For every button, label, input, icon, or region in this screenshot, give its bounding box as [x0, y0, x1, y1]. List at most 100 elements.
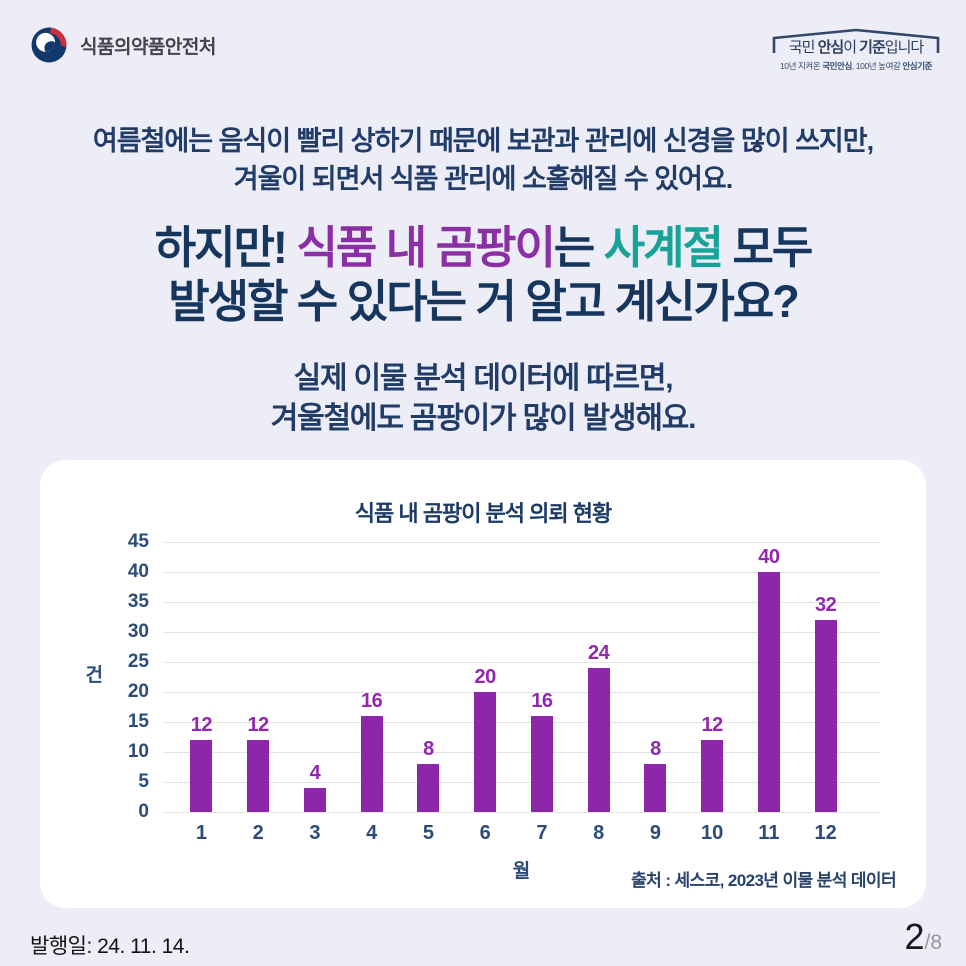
- bar-value-label: 16: [361, 690, 383, 713]
- bar-month-4: [360, 716, 383, 813]
- bar-month-2: [247, 740, 270, 813]
- text-segment: 입니다: [884, 39, 924, 56]
- bar-column: 32: [797, 542, 854, 813]
- text-segment: 사계절: [603, 221, 724, 273]
- slogan-frame-icon: [772, 28, 940, 53]
- y-axis-label: 건: [85, 665, 103, 687]
- gridline: [163, 722, 880, 724]
- bar-column: 20: [457, 542, 514, 813]
- publish-date: 발행일: 24. 11. 14.: [30, 935, 190, 958]
- bar-column: 4: [287, 542, 344, 813]
- gridline: [163, 692, 880, 694]
- x-tick-label: 3: [309, 822, 321, 845]
- y-tick-label: 25: [127, 651, 149, 673]
- bar-value-label: 24: [588, 642, 610, 665]
- bar-column: 40: [741, 542, 798, 813]
- y-tick-label: 0: [138, 801, 149, 823]
- agency-name: 식품의약품안전처: [80, 36, 216, 58]
- x-tick-label: 8: [593, 822, 605, 845]
- text-segment: , 100년 높여갈: [851, 61, 903, 71]
- plot-area: 건 12 12 4 16 8 20 16 24 8 12 40 32 1 2 3 4 5 6 7 8 9 10 11 12 …: [86, 531, 880, 882]
- bar-value-label: 20: [474, 666, 497, 689]
- brand: 식품의약품안전처: [30, 26, 216, 64]
- subtext-line-2: 겨울철에도 곰팡이가 많이 발생해요.: [270, 401, 697, 435]
- page-indicator: 2 /8: [904, 916, 942, 958]
- bar-value-label: 40: [758, 546, 780, 569]
- text-segment: 안심: [817, 39, 845, 56]
- x-tick-label: 7: [536, 822, 548, 845]
- bar-month-12: [814, 620, 837, 813]
- bar-month-5: [417, 764, 440, 813]
- headline-line-2: 발생할 수 있다는 거 알고 계신가요?: [168, 275, 800, 327]
- intro-line-1: 여름철에는 음식이 빨리 상하기 때문에 보관과 관리에 신경을 많이 쓰지만,: [92, 126, 874, 156]
- bar-column: 12: [684, 542, 741, 813]
- x-tick-label: 6: [479, 822, 491, 845]
- bar-value-label: 16: [531, 690, 553, 713]
- headline-line-1: 하지만! 식품 내 곰팡이는 사계절 모두: [0, 221, 966, 275]
- bar-month-11: [757, 572, 780, 813]
- y-tick-label: 45: [127, 531, 149, 553]
- subtext-line-1: 실제 이물 분석 데이터에 따르면,: [293, 361, 674, 395]
- x-tick-label: 10: [701, 822, 724, 845]
- y-tick-label: 5: [138, 771, 149, 793]
- text-segment: 모두: [721, 221, 813, 273]
- gridline: [163, 752, 880, 754]
- chart-title: 식품 내 곰팡이 분석 의뢰 현황: [354, 501, 612, 527]
- y-tick-label: 30: [127, 621, 149, 643]
- text-segment: 국민안심: [822, 61, 852, 71]
- page-number: 2: [904, 916, 925, 957]
- x-tick-label: 9: [649, 822, 661, 845]
- intro-text: 여름철에는 음식이 빨리 상하기 때문에 보관과 관리에 신경을 많이 쓰지만,…: [0, 122, 966, 199]
- gridline: [163, 782, 880, 784]
- bar-month-1: [190, 740, 213, 813]
- bar-column: 8: [400, 542, 457, 813]
- y-tick-label: 35: [127, 591, 149, 613]
- bar-month-6: [474, 692, 497, 813]
- slogan-badge: 국민 안심이 기준입니다 10년 지켜온 국민안심, 100년 높여갈 안심기준: [772, 26, 940, 72]
- gridline: [163, 602, 880, 604]
- y-tick-label: 20: [127, 681, 149, 703]
- slogan-main: 국민 안심이 기준입니다: [772, 36, 940, 57]
- bar-column: 24: [570, 542, 627, 813]
- intro-line-2: 겨울이 되면서 식품 관리에 소홀해질 수 있어요.: [233, 164, 733, 195]
- source-caption: 출처 : 세스코, 2023년 이물 분석 데이터: [631, 871, 896, 891]
- gridline: [163, 812, 880, 814]
- bar-column: 16: [514, 542, 571, 813]
- x-tick-label: 11: [758, 822, 780, 845]
- text-segment: 이: [843, 39, 860, 56]
- gridline: [163, 542, 880, 544]
- text-segment: 식품 내 곰팡이: [296, 221, 555, 273]
- x-tick-label: 1: [195, 822, 207, 845]
- bars: 12 12 4 16 8 20 16 24 8 12 40 32: [173, 542, 854, 813]
- bar-value-label: 8: [650, 738, 661, 761]
- bar-month-9: [644, 764, 667, 813]
- bar-column: 16: [343, 542, 400, 813]
- subtext: 실제 이물 분석 데이터에 따르면, 겨울철에도 곰팡이가 많이 발생해요.: [0, 359, 966, 439]
- mfds-logo-icon: [30, 26, 68, 64]
- text-segment: 안심기준: [902, 61, 933, 71]
- bar-column: 8: [627, 542, 684, 813]
- bar-month-8: [587, 668, 610, 813]
- x-axis-label: 월: [512, 861, 531, 883]
- x-axis-ticks: 1 2 3 4 5 6 7 8 9 10 11 12: [173, 822, 854, 845]
- y-tick-label: 40: [127, 561, 149, 583]
- slogan-sub: 10년 지켜온 국민안심, 100년 높여갈 안심기준: [772, 60, 940, 72]
- x-tick-label: 4: [366, 822, 378, 845]
- text-segment: 기준: [859, 39, 886, 56]
- gridline: [163, 662, 880, 664]
- header: 식품의약품안전처 국민 안심이 기준입니다 10년 지켜온 국민안심, 100년…: [0, 0, 966, 74]
- x-tick-label: 2: [252, 822, 264, 845]
- x-tick-label: 12: [814, 822, 837, 845]
- text-segment: 10년 지켜온: [779, 61, 823, 71]
- text-segment: 하지만!: [154, 221, 297, 273]
- bar-month-10: [701, 740, 724, 813]
- bar-value-label: 12: [701, 714, 724, 737]
- y-tick-label: 15: [127, 711, 149, 733]
- gridline: [163, 572, 880, 574]
- headline: 하지만! 식품 내 곰팡이는 사계절 모두 발생할 수 있다는 거 알고 계신가…: [0, 221, 966, 329]
- bar-column: 12: [173, 542, 230, 813]
- bar-value-label: 12: [247, 714, 270, 737]
- page-total: /8: [924, 931, 942, 954]
- bar-value-label: 4: [309, 762, 321, 785]
